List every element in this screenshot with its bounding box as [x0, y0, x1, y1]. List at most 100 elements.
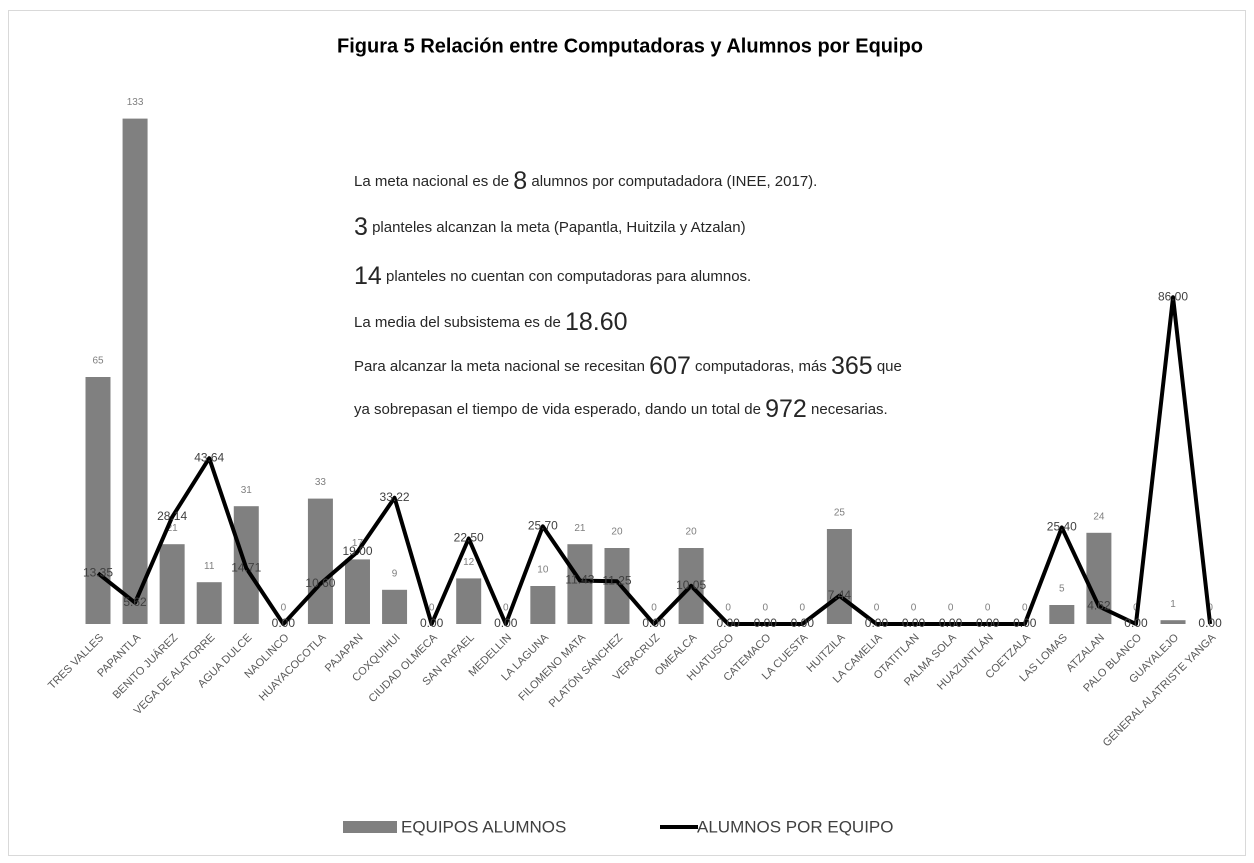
bar-value-label: 10: [537, 565, 549, 576]
bar-value-label: 0: [651, 603, 657, 614]
bar: [456, 578, 482, 624]
bar: [382, 589, 408, 624]
annotation: ya sobrepasan el tiempo de vida esperado…: [354, 395, 888, 423]
bar-value-label: 0: [985, 603, 991, 614]
annotation: 14 planteles no cuentan con computadoras…: [354, 262, 751, 290]
line-value-label: 0.00: [791, 616, 815, 630]
annotation: Para alcanzar la meta nacional se recesi…: [354, 352, 902, 380]
line-value-label: 13.35: [83, 565, 113, 579]
annotation: 3 planteles alcanzan la meta (Papantla, …: [354, 213, 746, 241]
annotation-number: 607: [649, 352, 691, 380]
bar-value-label: 0: [874, 603, 880, 614]
bar-value-label: 1: [1170, 599, 1176, 610]
bar-value-label: 25: [834, 508, 846, 519]
bar-value-label: 5: [1059, 584, 1065, 595]
line-value-label: 5.62: [123, 595, 147, 609]
annotation-text: planteles alcanzan la meta (Papantla, Hu…: [368, 219, 746, 236]
line-value-label: 0.00: [754, 616, 778, 630]
bar: [85, 377, 111, 624]
bar-value-label: 11: [204, 561, 215, 572]
annotation-text: Para alcanzar la meta nacional se recesi…: [354, 358, 649, 375]
bar: [1160, 620, 1186, 624]
line-value-label: 0.00: [642, 616, 666, 630]
annotation-text: que: [873, 358, 902, 375]
line-value-label: 19.00: [342, 544, 372, 558]
line-value-label: 22.50: [454, 531, 484, 545]
chart-frame: [8, 10, 1246, 856]
bar-value-label: 0: [800, 603, 806, 614]
line-value-label: 0.00: [1124, 616, 1148, 630]
bar-value-label: 0: [762, 603, 768, 614]
line-value-label: 0.00: [902, 616, 926, 630]
bar-value-label: 0: [1207, 603, 1213, 614]
line-value-label: 0.00: [272, 616, 296, 630]
line-value-label: 10.05: [676, 578, 706, 592]
annotation: La meta nacional es de 8 alumnos por com…: [354, 167, 817, 195]
line-value-label: 0.00: [420, 616, 444, 630]
bar-value-label: 133: [127, 97, 144, 108]
bar: [344, 559, 370, 624]
annotation-number: 14: [354, 262, 382, 290]
annotation-number: 18.60: [565, 308, 628, 336]
bar-value-label: 12: [463, 557, 475, 568]
bar-value-label: 0: [725, 603, 731, 614]
bar-value-label: 20: [611, 527, 623, 538]
line-value-label: 0.00: [939, 616, 963, 630]
bar-value-label: 21: [167, 523, 179, 534]
bar: [567, 544, 593, 624]
annotation-number: 972: [765, 395, 807, 423]
line-value-label: 43.64: [194, 450, 224, 464]
bar-value-label: 24: [1093, 511, 1105, 522]
line-value-label: 0.00: [1013, 616, 1037, 630]
annotation-text: computadoras, más: [691, 358, 831, 375]
chart-title: Figura 5 Relación entre Computadoras y A…: [337, 35, 923, 57]
line: [96, 295, 1213, 626]
annotation-text: La meta nacional es de: [354, 173, 513, 190]
line-value-label: 11.43: [565, 573, 594, 587]
line-value-label: 10.60: [305, 576, 335, 590]
bar-value-label: 65: [92, 356, 104, 367]
bar: [604, 548, 630, 624]
line-value-label: 25.70: [528, 519, 558, 533]
bar: [159, 544, 185, 624]
line-value-label: 14.71: [231, 560, 261, 574]
annotation-number: 3: [354, 213, 368, 241]
legend-label: ALUMNOS POR EQUIPO: [697, 817, 893, 836]
bar-value-label: 0: [429, 603, 435, 614]
bar: [196, 582, 222, 624]
line-value-label: 28.14: [157, 509, 187, 523]
annotation-text: planteles no cuentan con computadoras pa…: [382, 268, 751, 285]
bar-value-label: 0: [1022, 603, 1028, 614]
annotation-text: La media del subsistema es de: [354, 314, 565, 331]
bar: [307, 498, 333, 624]
bar-value-label: 0: [948, 603, 954, 614]
line-value-label: 0.00: [494, 616, 518, 630]
bar-value-label: 9: [392, 568, 398, 579]
annotation-number: 365: [831, 352, 873, 380]
legend-label: EQUIPOS ALUMNOS: [401, 817, 566, 836]
annotation-text: necesarias.: [807, 401, 888, 418]
line-value-label: 7.44: [828, 588, 852, 602]
line-value-label: 86.00: [1158, 289, 1188, 303]
bar-value-label: 0: [911, 603, 917, 614]
line-value-label: 25.40: [1047, 520, 1077, 534]
bar-value-label: 20: [686, 527, 698, 538]
legend-swatch: [343, 821, 397, 833]
line-value-label: 0.00: [717, 616, 741, 630]
bar: [122, 118, 148, 624]
bar-value-label: 17: [352, 538, 364, 549]
line-value-label: 11.25: [602, 573, 631, 587]
line-value-label: 0.00: [1198, 616, 1222, 630]
bar-value-label: 0: [281, 603, 287, 614]
bar: [1049, 605, 1075, 624]
line-value-label: 0.00: [865, 616, 889, 630]
bar: [530, 586, 556, 624]
bar-value-label: 21: [574, 523, 586, 534]
annotation-number: 8: [513, 167, 527, 195]
bar-value-label: 33: [315, 477, 327, 488]
annotation: La media del subsistema es de 18.60: [354, 308, 628, 336]
line-value-label: 0.00: [976, 616, 1000, 630]
annotation-text: ya sobrepasan el tiempo de vida esperado…: [354, 401, 765, 418]
annotation-text: alumnos por computadadora (INEE, 2017).: [527, 173, 817, 190]
